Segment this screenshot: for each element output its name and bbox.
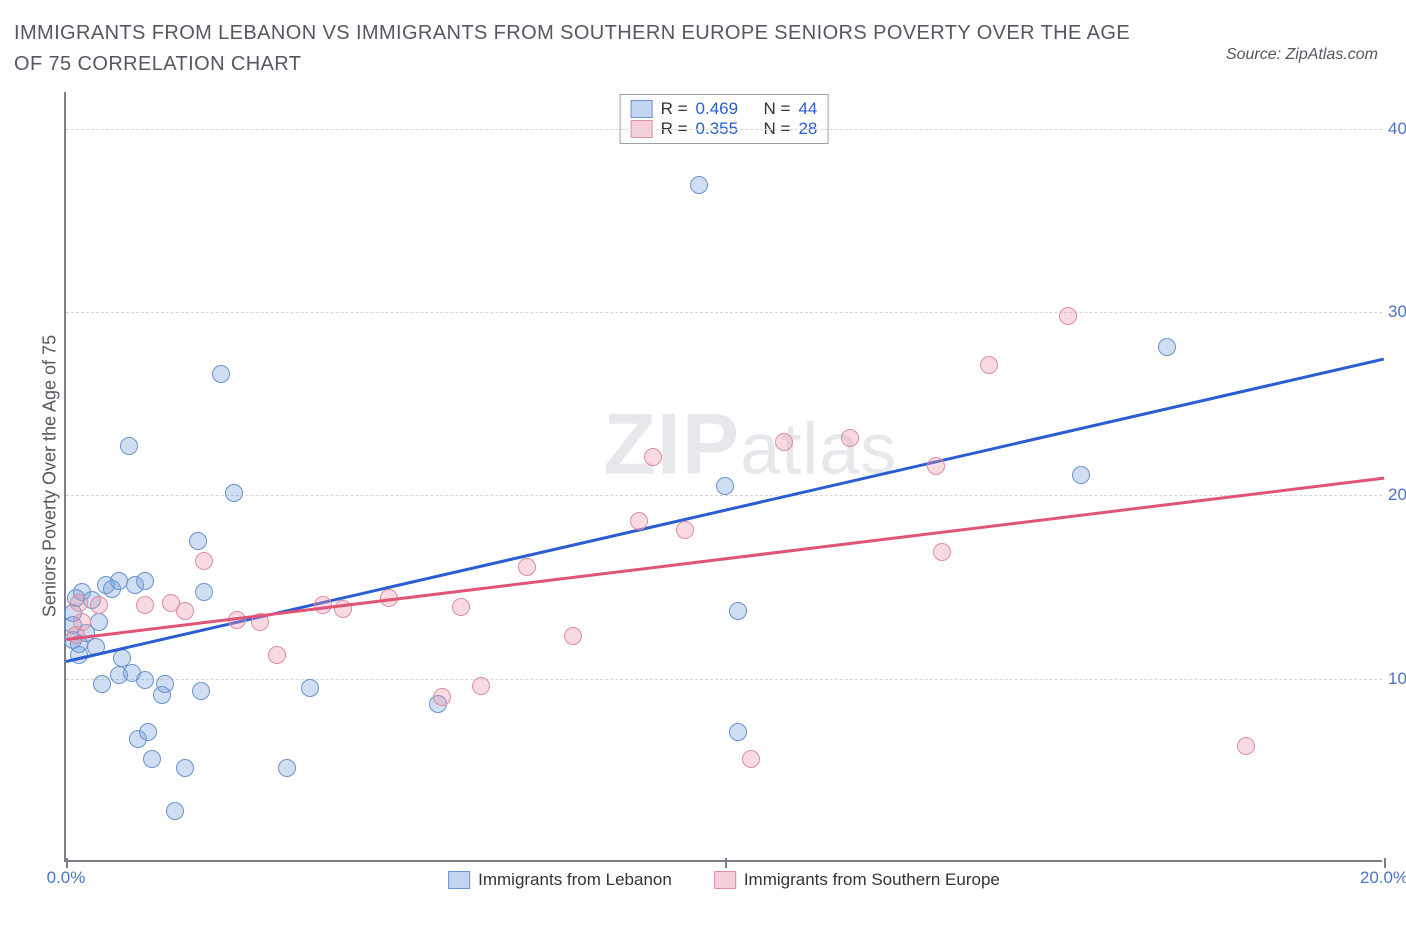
data-point <box>90 613 108 631</box>
chart-container: Seniors Poverty Over the Age of 75 ZIPat… <box>14 92 1394 910</box>
data-point <box>225 484 243 502</box>
data-point <box>1237 737 1255 755</box>
data-point <box>136 671 154 689</box>
data-point <box>70 594 88 612</box>
source-attribution: Source: ZipAtlas.com <box>1226 18 1378 64</box>
data-point <box>630 512 648 530</box>
data-point <box>212 365 230 383</box>
data-point <box>933 543 951 561</box>
legend-item: Immigrants from Southern Europe <box>714 870 1000 890</box>
chart-title: IMMIGRANTS FROM LEBANON VS IMMIGRANTS FR… <box>14 18 1134 80</box>
data-point <box>742 750 760 768</box>
trend-line <box>66 477 1384 641</box>
data-point <box>433 688 451 706</box>
gridline <box>66 679 1382 680</box>
data-point <box>110 572 128 590</box>
data-point <box>518 558 536 576</box>
y-tick-label: 40.0% <box>1388 119 1406 139</box>
data-point <box>729 723 747 741</box>
data-point <box>195 583 213 601</box>
data-point <box>189 532 207 550</box>
data-point <box>1158 338 1176 356</box>
data-point <box>90 596 108 614</box>
y-tick-label: 30.0% <box>1388 302 1406 322</box>
legend: Immigrants from Lebanon Immigrants from S… <box>448 870 1000 890</box>
data-point <box>841 429 859 447</box>
gridline <box>66 129 1382 130</box>
data-point <box>195 552 213 570</box>
data-point <box>73 613 91 631</box>
data-point <box>980 356 998 374</box>
x-tick <box>725 858 727 868</box>
data-point <box>192 682 210 700</box>
x-tick <box>66 858 68 868</box>
data-point <box>1059 307 1077 325</box>
data-point <box>120 437 138 455</box>
legend-swatch <box>448 871 470 889</box>
x-tick-label: 20.0% <box>1360 868 1406 888</box>
legend-item: Immigrants from Lebanon <box>448 870 672 890</box>
data-point <box>136 596 154 614</box>
data-point <box>176 759 194 777</box>
data-point <box>278 759 296 777</box>
data-point <box>729 602 747 620</box>
data-point <box>676 521 694 539</box>
data-point <box>927 457 945 475</box>
data-point <box>690 176 708 194</box>
data-point <box>301 679 319 697</box>
data-point <box>452 598 470 616</box>
gridline <box>66 495 1382 496</box>
data-point <box>716 477 734 495</box>
x-tick <box>1384 858 1386 868</box>
legend-label: Immigrants from Lebanon <box>478 870 672 890</box>
data-point <box>1072 466 1090 484</box>
gridline <box>66 312 1382 313</box>
data-point <box>143 750 161 768</box>
data-point <box>268 646 286 664</box>
data-point <box>644 448 662 466</box>
data-point <box>564 627 582 645</box>
legend-label: Immigrants from Southern Europe <box>744 870 1000 890</box>
y-axis-title: Seniors Poverty Over the Age of 75 <box>40 335 61 617</box>
y-tick-label: 10.0% <box>1388 669 1406 689</box>
y-tick-label: 20.0% <box>1388 485 1406 505</box>
data-point <box>139 723 157 741</box>
data-point <box>93 675 111 693</box>
correlation-stats-box: R =0.469 N =44R =0.355 N =28 <box>620 94 829 144</box>
legend-swatch <box>714 871 736 889</box>
data-point <box>472 677 490 695</box>
data-point <box>166 802 184 820</box>
data-point <box>156 675 174 693</box>
x-tick-label: 0.0% <box>47 868 86 888</box>
stats-row: R =0.469 N =44 <box>631 99 818 119</box>
data-point <box>775 433 793 451</box>
data-point <box>136 572 154 590</box>
legend-swatch <box>631 100 653 118</box>
data-point <box>176 602 194 620</box>
plot-area: Seniors Poverty Over the Age of 75 ZIPat… <box>64 92 1382 862</box>
